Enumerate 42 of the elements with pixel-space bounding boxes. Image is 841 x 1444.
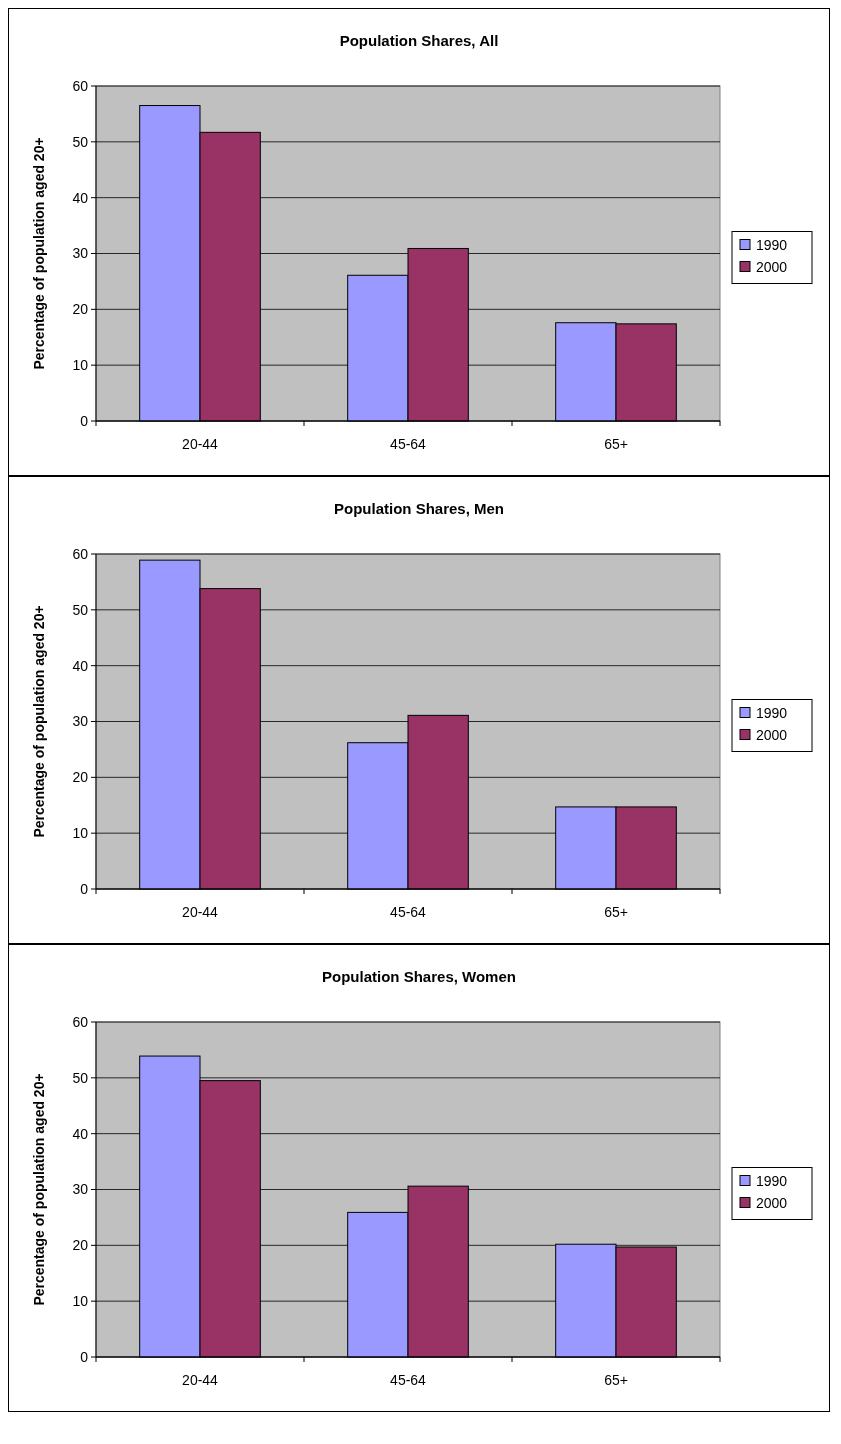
y-tick-label: 20 [72,1237,89,1254]
y-tick-label: 50 [72,1069,89,1086]
x-tick-label: 65+ [604,436,628,452]
y-tick-label: 30 [72,1181,89,1198]
y-tick-label: 20 [72,769,89,786]
y-tick-label: 50 [72,601,89,618]
chart-title: Population Shares, Women [322,968,516,985]
y-tick-label: 60 [72,77,89,94]
y-tick-label: 40 [72,189,89,206]
y-tick-label: 40 [72,1125,89,1142]
x-tick-label: 45-64 [390,904,427,920]
x-tick-label: 65+ [604,1372,628,1388]
y-tick-label: 0 [80,1348,89,1365]
y-tick-label: 60 [72,1013,89,1030]
y-tick-label: 0 [80,412,89,429]
y-tick-label: 0 [80,880,89,897]
y-axis-title: Percentage of population aged 20+ [31,137,47,370]
y-tick-label: 30 [72,713,89,730]
y-tick-label: 20 [72,301,89,318]
legend-label: 2000 [756,1194,788,1211]
legend-label: 2000 [756,258,788,275]
x-tick-label: 20-44 [182,436,219,452]
x-tick-label: 20-44 [182,904,219,920]
y-tick-label: 50 [72,133,89,150]
y-tick-label: 10 [72,825,89,842]
y-axis-title: Percentage of population aged 20+ [31,605,47,838]
legend-label: 1990 [756,236,788,253]
chart-title: Population Shares, Men [333,500,505,517]
y-tick-label: 40 [72,657,89,674]
y-tick-label: 10 [72,1293,89,1310]
x-tick-label: 20-44 [182,1372,219,1388]
legend-label: 2000 [756,726,788,743]
y-tick-label: 30 [72,245,89,262]
y-tick-label: 60 [72,545,89,562]
y-tick-label: 10 [72,357,89,374]
x-tick-label: 45-64 [390,1372,427,1388]
y-axis-title: Percentage of population aged 20+ [31,1073,47,1306]
legend-label: 1990 [756,1172,788,1189]
legend-label: 1990 [756,704,788,721]
chart-title: Population Shares, All [339,32,499,49]
x-tick-label: 45-64 [390,436,427,452]
x-tick-label: 65+ [604,904,628,920]
